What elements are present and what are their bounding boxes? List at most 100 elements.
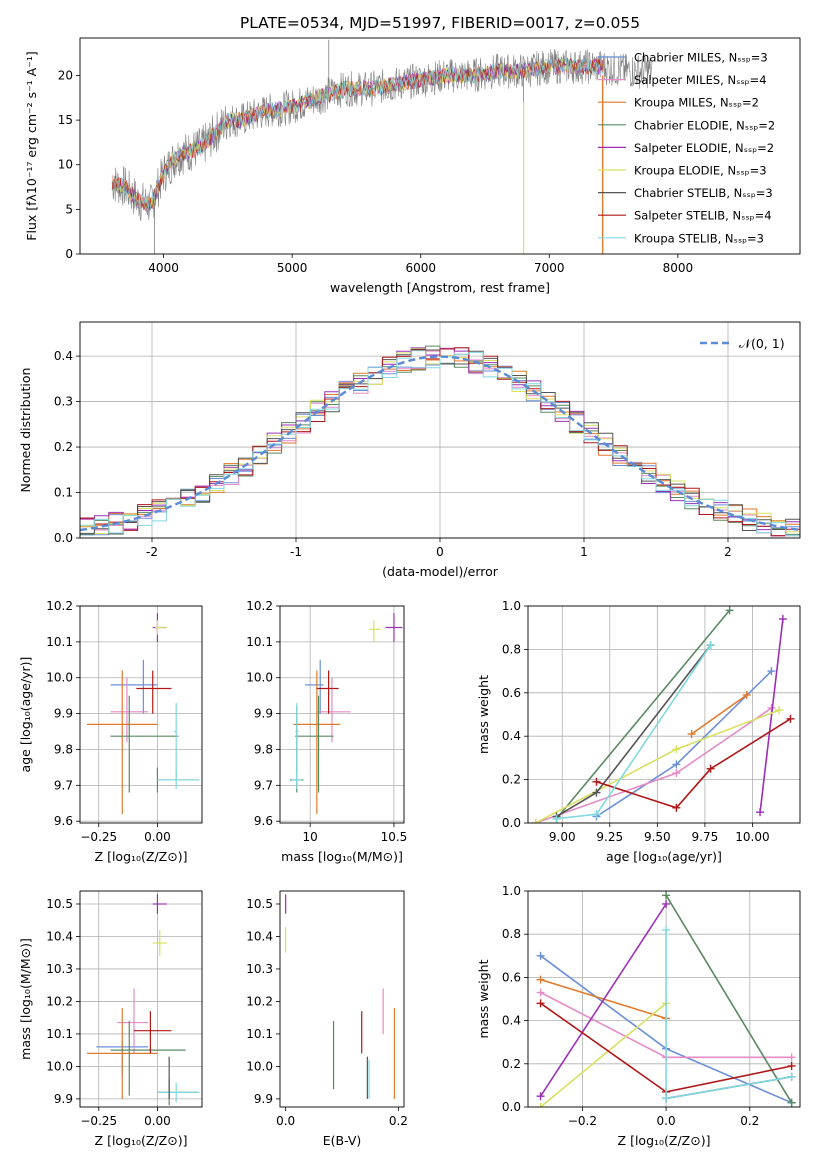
model-spectrum-line	[111, 57, 604, 213]
y-tick-label: 0.0	[502, 816, 521, 830]
y-tick-label: 0.2	[54, 440, 73, 454]
weight-line	[540, 1002, 667, 1107]
plot-area	[531, 606, 795, 823]
legend-label: Salpeter MILES, Nₛₛₚ=4	[634, 73, 767, 87]
weight-series	[531, 703, 776, 823]
y-axis-label: age [log₁₀(age/yr)]	[18, 657, 33, 773]
y-tick-label: 0.4	[502, 729, 521, 743]
y-tick-label: 0.0	[54, 531, 73, 545]
x-axis-label: Z [log₁₀(Z/Z⊙)]	[95, 849, 188, 864]
y-tick-label: 10.3	[246, 962, 273, 976]
y-tick-label: 9.9	[54, 707, 73, 721]
x-tick-label: 9.50	[644, 830, 671, 844]
x-tick-label: 2	[724, 545, 732, 559]
axes-frame	[79, 890, 203, 1108]
y-tick-label: 9.6	[54, 814, 73, 828]
panel-mass_vs_Z: −0.25 0.00 9.9 10.0 10.1 10.2 10.3 10.4 10.5 Z [l…	[18, 890, 203, 1148]
x-tick-label: -1	[290, 545, 302, 559]
y-tick-label: 0.1	[54, 486, 73, 500]
weight-series	[687, 690, 751, 739]
x-tick-label: 0.2	[389, 1114, 408, 1128]
y-tick-label: 10.1	[46, 1027, 73, 1041]
errorbar-point	[305, 659, 324, 714]
y-tick-label: 10.1	[246, 635, 273, 649]
legend-label: Chabrier STELIB, Nₛₛₚ=3	[634, 186, 773, 200]
errorbar-point	[293, 670, 341, 815]
y-tick-label: 10.2	[246, 599, 273, 613]
y-tick-label: 0.2	[502, 773, 521, 787]
errorbar-point	[87, 670, 158, 815]
y-tick-label: 9.7	[254, 778, 273, 792]
axes-frame	[79, 37, 801, 255]
panel-weight_vs_Z: −0.2 0.0 0.2 0.0 0.2 0.4 0.6 0.8 1.0 Z [log₁₀(Z/Z…	[476, 884, 801, 1148]
panel-age_vs_mass: 10 10.5 9.6 9.7 9.8 9.9 10.0 10.1 10.2 mass [log₁…	[246, 599, 407, 864]
legend-label: Kroupa STELIB, Nₛₛₚ=3	[634, 231, 764, 245]
legend-label: Chabrier MILES, Nₛₛₚ=3	[634, 51, 768, 65]
grid-lines	[280, 605, 404, 823]
errorbar-point	[368, 620, 381, 642]
y-tick-label: 10.0	[246, 671, 273, 685]
x-tick-label: 7000	[534, 261, 565, 275]
x-tick-label: 4000	[148, 261, 179, 275]
legend: 𝒩(0, 1)	[700, 336, 785, 351]
y-tick-label: 20	[58, 68, 73, 82]
errorbar-point	[155, 620, 167, 635]
y-axis-label: Flux [fλ10⁻¹⁷ erg cm⁻² s⁻¹ A⁻¹]	[24, 51, 39, 240]
x-tick-label: 1	[580, 545, 588, 559]
y-tick-label: 9.9	[254, 707, 273, 721]
legend-label: Salpeter STELIB, Nₛₛₚ=4	[634, 209, 772, 223]
weight-series	[592, 714, 795, 812]
normal-curve-line	[80, 355, 800, 532]
x-axis-label: wavelength [Angstrom, rest frame]	[330, 280, 550, 295]
weight-line	[665, 894, 793, 1104]
y-tick-label: 10.1	[246, 1027, 273, 1041]
legend: Chabrier MILES, Nₛₛₚ=3 Salpeter MILES, Nₛ…	[598, 51, 775, 245]
weight-line	[535, 707, 772, 823]
y-tick-label: 0.2	[502, 1057, 521, 1071]
y-tick-label: 5	[65, 202, 73, 216]
y-tick-label: 10.5	[46, 897, 73, 911]
errorbar-point	[295, 702, 299, 779]
weight-series	[552, 606, 734, 823]
weight-line	[691, 694, 748, 735]
grid-lines	[528, 890, 800, 1108]
axes-frame	[79, 321, 801, 539]
observed-spectrum-line	[111, 48, 653, 221]
plot-area	[87, 894, 200, 1106]
y-tick-label: 9.8	[254, 742, 273, 756]
y-tick-label: 0.6	[502, 686, 521, 700]
x-tick-label: 9.25	[596, 830, 623, 844]
figure-title: PLATE=0534, MJD=51997, FIBERID=0017, z=0…	[240, 14, 640, 32]
legend-label: Chabrier ELODIE, Nₛₛₚ=2	[634, 118, 775, 132]
errorbar-point	[316, 670, 339, 714]
y-tick-label: 1.0	[502, 599, 521, 613]
x-tick-label: 5000	[277, 261, 308, 275]
legend-label: Kroupa ELODIE, Nₛₛₚ=3	[634, 164, 767, 178]
y-tick-label: 10.2	[46, 599, 73, 613]
x-axis-label: (data-model)/error	[382, 564, 499, 579]
y-tick-label: 10.0	[46, 1059, 73, 1073]
y-tick-label: 10.5	[246, 897, 273, 911]
histogram-series	[80, 347, 800, 537]
plot-area	[285, 894, 396, 1099]
x-tick-label: 6000	[405, 261, 436, 275]
legend-label: 𝒩(0, 1)	[739, 336, 785, 351]
y-tick-label: 10.4	[246, 929, 273, 943]
y-tick-label: 10.2	[46, 994, 73, 1008]
weight-line	[539, 903, 667, 1097]
x-tick-label: 0	[436, 545, 444, 559]
y-tick-label: 0.4	[54, 349, 73, 363]
x-tick-label: 0.0	[657, 1114, 676, 1128]
plot-area	[80, 345, 800, 537]
x-tick-label: 0.00	[144, 830, 171, 844]
y-tick-label: 9.8	[54, 742, 73, 756]
y-tick-label: 0.6	[502, 970, 521, 984]
model-spectrum-line	[111, 58, 604, 210]
errorbar-point	[316, 677, 351, 743]
plot-area	[111, 39, 653, 254]
x-tick-label: -2	[146, 545, 158, 559]
y-tick-label: 9.9	[254, 1092, 273, 1106]
axes-frame	[527, 605, 801, 824]
weight-line	[759, 618, 784, 813]
axes-frame	[79, 605, 203, 824]
